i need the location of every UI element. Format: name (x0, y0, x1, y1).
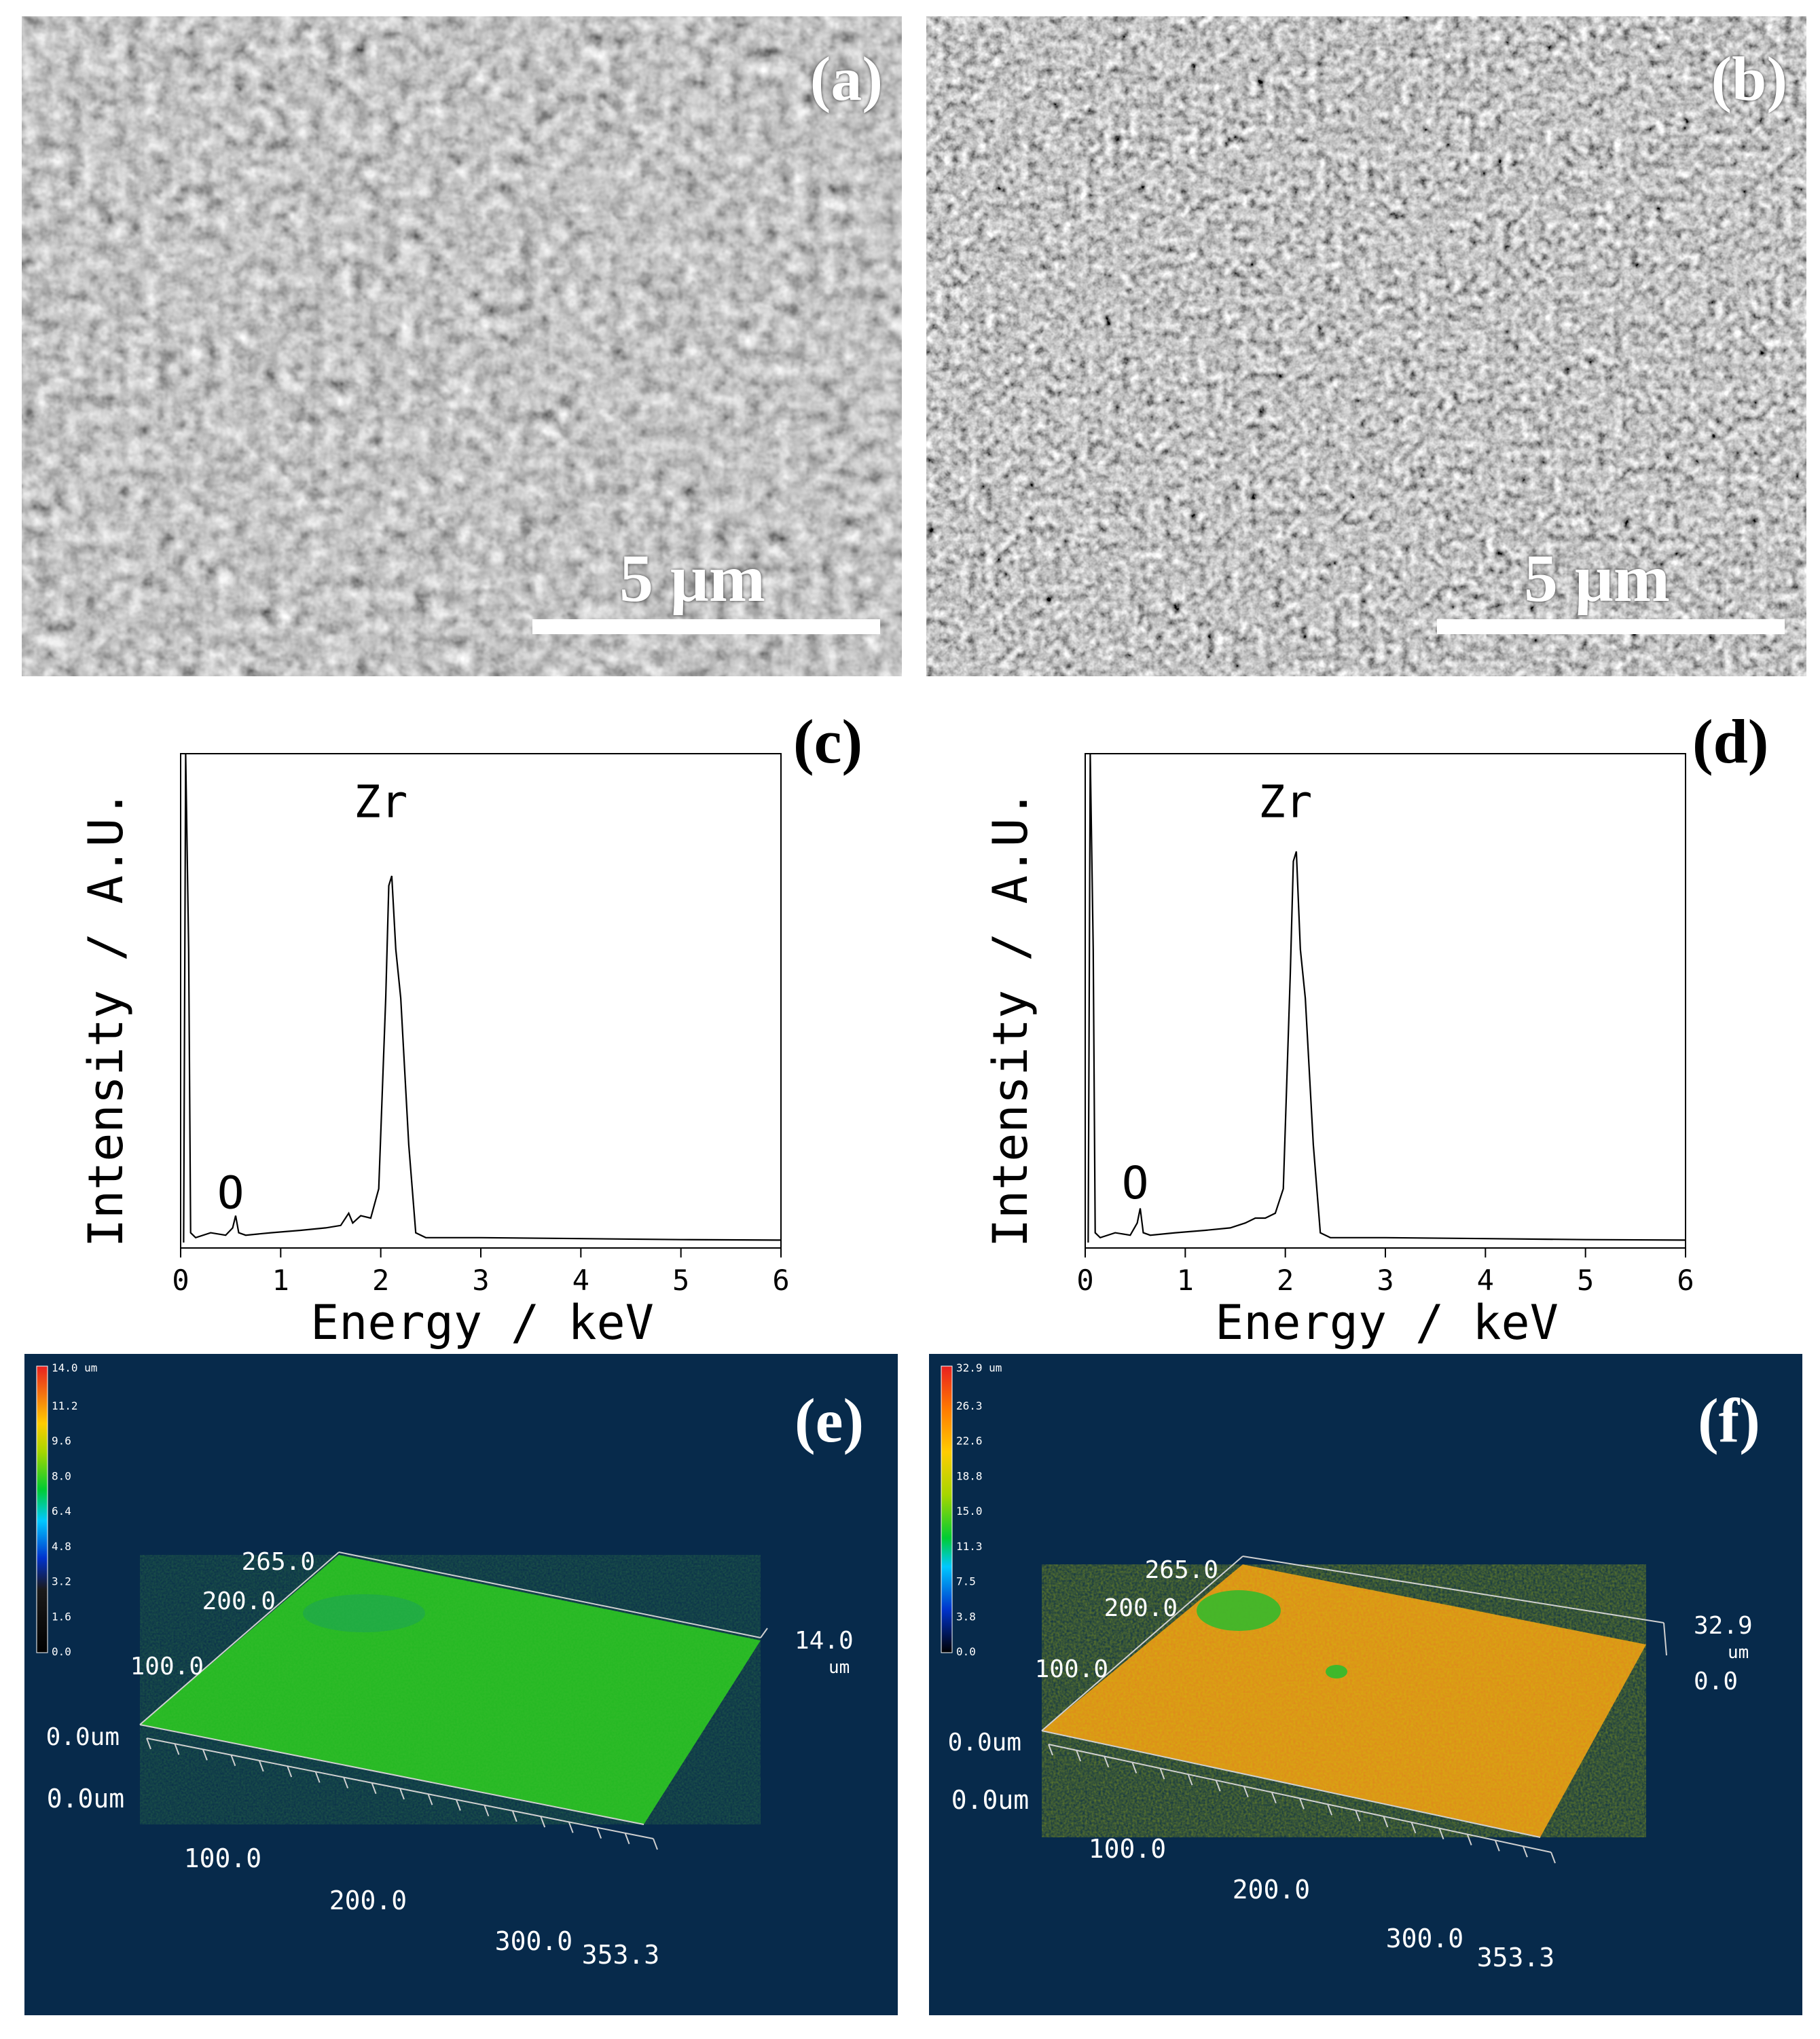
legend-tick-f-3: 18.8 (956, 1469, 983, 1482)
x-axis-title-d: Energy / keV (1215, 1295, 1559, 1351)
sem-texture-a (22, 16, 902, 676)
legend-tick-e-8: 0.0 (52, 1645, 71, 1658)
scale-bar-b (1437, 619, 1785, 634)
x-tick-label-d-1: 1 (1177, 1264, 1194, 1297)
x-tick-label-d-2: 2 (1277, 1264, 1294, 1297)
surface-map-e: 14.0 um 11.2 9.6 8.0 6.4 4.8 3.2 1.6 0.0 265.0 20… (24, 1354, 898, 2015)
y-axis-label-e-3: 0.0um (46, 1723, 120, 1751)
z-min-label-f: 0.0 (1694, 1668, 1738, 1695)
peak-label-d-o: O (1122, 1157, 1149, 1209)
legend-tick-e-1: 11.2 (52, 1399, 78, 1412)
legend-ticks-e: 14.0 um 11.2 9.6 8.0 6.4 4.8 3.2 1.6 0.0 (52, 1361, 97, 1658)
y-axis-label-f-1: 200.0 (1104, 1594, 1178, 1622)
z-unit-label-e: um (829, 1657, 850, 1678)
surface-plot-e: 14.0 um 11.2 9.6 8.0 6.4 4.8 3.2 1.6 0.0 265.0 20… (36, 1361, 854, 1970)
color-legend-e (36, 1365, 48, 1653)
x-axis-label-f-4: 353.3 (1477, 1943, 1554, 1972)
panel-label-f: (f) (1698, 1386, 1760, 1455)
y-axis-label-f-3: 0.0um (948, 1729, 1021, 1757)
scale-bar-label-a: 5 μm (619, 540, 765, 616)
axis-labels-e: 265.0200.0100.00.0um0.0um100.0200.0300.0… (46, 1548, 854, 1970)
legend-tick-f-2: 22.6 (956, 1435, 983, 1448)
peak-label-c-o: O (217, 1167, 244, 1219)
x-axis-label-e-4: 353.3 (582, 1940, 659, 1970)
legend-tick-e-3: 8.0 (52, 1469, 71, 1482)
legend-tick-f-1: 26.3 (956, 1399, 983, 1412)
x-tick-label-d-4: 4 (1477, 1264, 1494, 1297)
sem-texture-b (926, 16, 1806, 676)
legend-tick-f-5: 11.3 (956, 1540, 983, 1553)
x-tick-label-d-0: 0 (1076, 1264, 1093, 1297)
y-axis-title-d: Intensity / A.U. (986, 790, 1038, 1247)
x-axis-label-e-3: 300.0 (495, 1926, 572, 1956)
eds-panel-c: Intensity / A.U. Energy / keV 0 1 2 3 4 5 6 Zr O… (81, 706, 910, 1358)
surface-map-f: 32.9 um 26.3 22.6 18.8 15.0 11.3 7.5 3.8 0.0 265… (929, 1354, 1802, 2015)
x-tick-label-c-2: 2 (372, 1264, 389, 1297)
color-legend-f (941, 1365, 953, 1653)
legend-tick-f-8: 0.0 (956, 1645, 976, 1658)
x-axis-label-e-0: 0.0um (47, 1784, 124, 1814)
y-axis-label-f-0: 265.0 (1145, 1556, 1218, 1584)
legend-tick-e-7: 1.6 (52, 1610, 71, 1623)
legend-tick-f-6: 7.5 (956, 1575, 976, 1588)
legend-tick-e-0: 14.0 um (52, 1361, 97, 1374)
y-axis-title-c: Intensity / A.U. (81, 790, 134, 1247)
y-axis-label-c: Intensity / A.U. (81, 790, 134, 1247)
y-axis-label-e-0: 265.0 (242, 1548, 315, 1576)
surface-e-region (303, 1594, 425, 1632)
x-tick-label-c-3: 3 (472, 1264, 489, 1297)
panel-label-a: (a) (809, 44, 883, 113)
panel-label-c: (c) (793, 707, 863, 776)
x-tick-label-c-4: 4 (572, 1264, 589, 1297)
axis-labels-f: 265.0200.0100.00.0um0.0um100.0200.0300.0… (948, 1556, 1753, 1972)
x-tick-label-c-0: 0 (172, 1264, 189, 1297)
plot-frame-d (1085, 753, 1686, 1249)
x-axis-title-c: Energy / keV (310, 1295, 654, 1351)
surface-f-spot2 (1326, 1665, 1347, 1678)
spectrum-line-d (1087, 753, 1686, 1243)
peak-label-c-zr: Zr (354, 776, 407, 828)
x-tick-label-c-5: 5 (672, 1264, 689, 1297)
legend-tick-e-6: 3.2 (52, 1575, 71, 1588)
legend-tick-e-4: 6.4 (52, 1505, 71, 1518)
surface-f-spot1 (1197, 1590, 1281, 1631)
panel-label-e: (e) (795, 1386, 864, 1455)
y-axis-label-e-2: 100.0 (130, 1653, 204, 1680)
x-tick-label-d-6: 6 (1677, 1264, 1694, 1297)
z-max-label-f: 32.9 (1694, 1612, 1753, 1640)
y-axis-label-f-2: 100.0 (1035, 1655, 1108, 1683)
surface-plot-f: 32.9 um 26.3 22.6 18.8 15.0 11.3 7.5 3.8 0.0 265… (941, 1361, 1753, 1972)
spectrum-line-c (183, 753, 782, 1243)
x-axis-label-e-2: 200.0 (329, 1886, 407, 1915)
legend-tick-e-2: 9.6 (52, 1435, 71, 1448)
sem-image-b: (b) 5 μm (926, 16, 1806, 676)
z-unit-label-f: um (1728, 1642, 1749, 1663)
panel-label-b: (b) (1711, 44, 1787, 113)
legend-tick-f-0: 32.9 um (956, 1361, 1002, 1374)
legend-tick-f-7: 3.8 (956, 1610, 976, 1623)
x-tick-label-c-6: 6 (772, 1264, 789, 1297)
legend-tick-f-4: 15.0 (956, 1505, 983, 1518)
x-axis-label-f-3: 300.0 (1386, 1924, 1463, 1953)
x-tick-label-d-3: 3 (1377, 1264, 1394, 1297)
scale-bar-a (532, 619, 880, 634)
eds-chart-c: Intensity / A.U. Energy / keV 0 1 2 3 4 5 6 Zr O (81, 753, 790, 1351)
plot-frame-c (180, 753, 782, 1249)
x-tick-label-c-1: 1 (272, 1264, 289, 1297)
scale-bar-label-b: 5 μm (1524, 540, 1670, 616)
eds-panel-d: Intensity / A.U. Energy / keV 0 1 2 3 4 5 6 Zr O… (986, 706, 1815, 1358)
panel-label-d: (d) (1692, 707, 1769, 776)
sem-image-a: (a) 5 μm (22, 16, 902, 676)
x-axis-label-f-2: 200.0 (1233, 1875, 1310, 1905)
z-max-label-e: 14.0 (795, 1627, 854, 1655)
legend-ticks-f: 32.9 um 26.3 22.6 18.8 15.0 11.3 7.5 3.8 0.0 (956, 1361, 1002, 1658)
peak-label-d-zr: Zr (1258, 776, 1312, 828)
y-axis-label-e-1: 200.0 (202, 1587, 276, 1615)
legend-tick-e-5: 4.8 (52, 1540, 71, 1553)
x-tick-label-d-5: 5 (1577, 1264, 1594, 1297)
x-axis-label-e-1: 100.0 (184, 1843, 261, 1873)
x-axis-label-f-0: 0.0um (951, 1785, 1029, 1815)
x-axis-label-f-1: 100.0 (1089, 1834, 1166, 1864)
eds-chart-d: Intensity / A.U. Energy / keV 0 1 2 3 4 5 6 Zr O (986, 753, 1694, 1351)
